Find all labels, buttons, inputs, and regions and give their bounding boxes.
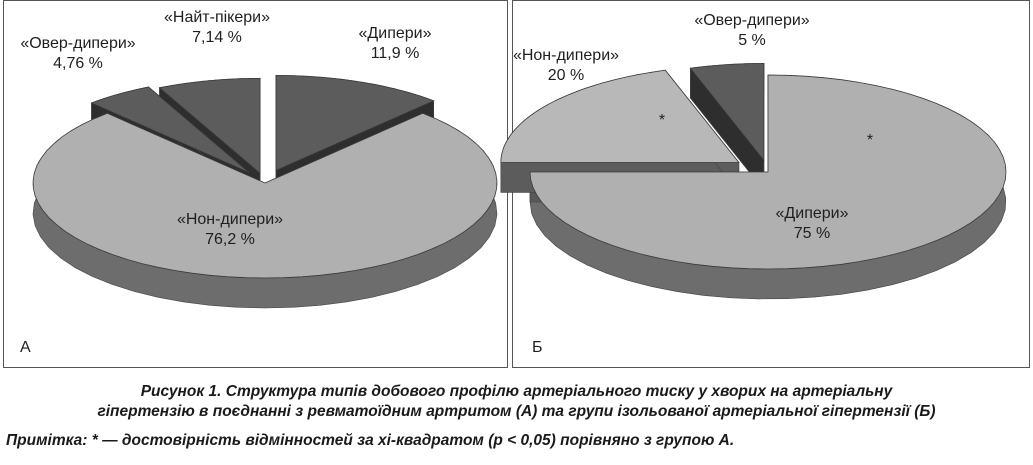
slice-label: «Дипери»: [359, 25, 432, 42]
panel-label: А: [20, 339, 31, 356]
figure-caption-line-1: Рисунок 1. Структура типів добового проф…: [140, 383, 893, 400]
pie-slice: [32, 112, 498, 279]
panel-label: Б: [532, 339, 543, 356]
slice-label: «Овер-дипери»: [20, 35, 135, 52]
figure-caption-line-2: гіпертензію в поєднанні з ревматоїдним а…: [97, 403, 936, 420]
pie-slice: [500, 69, 740, 163]
slice-value-label: 5 %: [738, 32, 766, 49]
significance-mark: *: [659, 112, 665, 129]
pie-slice: [90, 86, 250, 173]
pie-slice: [158, 77, 261, 175]
slice-value-label: 20 %: [548, 67, 584, 84]
pie-slice: [689, 63, 765, 162]
slice-value-label: 7,14 %: [192, 29, 242, 46]
slice-value-label: 75 %: [794, 225, 830, 242]
pie-chart-b: «Дипери» 75 % «Нон-дипери» 20 % «Овер-дипери…: [500, 12, 1007, 356]
slice-value-label: 4,76 %: [53, 55, 103, 72]
slice-label: «Овер-дипери»: [694, 12, 809, 29]
significance-mark: *: [867, 132, 873, 149]
pie-slice: [529, 74, 1007, 270]
slice-value-label: 76,2 %: [205, 231, 255, 248]
slice-label: «Дипери»: [776, 205, 849, 222]
figure-note: Примітка: * — достовірність відмінностей…: [6, 432, 735, 449]
pie-charts: «Дипери» 11,9 % «Нон-дипери» 76,2 % «Овер-ди…: [20, 9, 1007, 356]
slice-label: «Нон-дипери»: [177, 211, 283, 228]
slice-value-label: 11,9 %: [371, 45, 420, 62]
slice-label: «Нон-дипери»: [513, 47, 619, 64]
pie-chart-a: «Дипери» 11,9 % «Нон-дипери» 76,2 % «Овер-ди…: [20, 9, 498, 356]
pie-slice: [275, 75, 435, 172]
slice-label: «Найт-пікери»: [164, 9, 270, 26]
